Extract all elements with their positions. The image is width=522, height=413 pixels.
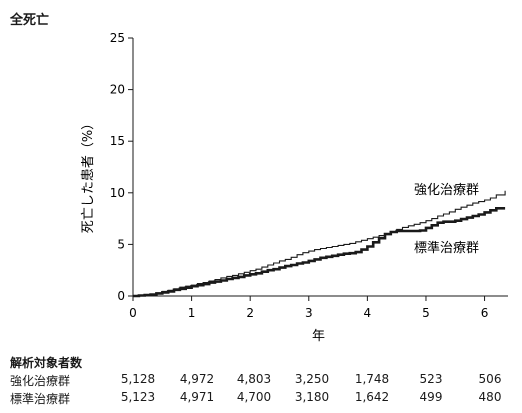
x-tick-label: 2 bbox=[246, 306, 254, 320]
x-tick-label: 4 bbox=[364, 306, 372, 320]
risk-cell: 5,123 bbox=[120, 390, 156, 404]
y-axis-label: 死亡した患者（%） bbox=[81, 117, 96, 233]
series-label-2: 標準治療群 bbox=[414, 240, 479, 256]
risk-cell: 499 bbox=[419, 390, 443, 404]
risk-cell: 3,180 bbox=[294, 390, 330, 404]
risk-cell: 523 bbox=[419, 372, 443, 386]
risk-cell: 3,250 bbox=[294, 372, 330, 386]
series-line-2 bbox=[133, 207, 506, 298]
risk-cell: 1,748 bbox=[354, 372, 390, 386]
x-axis-label: 年 bbox=[312, 329, 325, 344]
risk-row-label: 強化治療群 bbox=[10, 374, 71, 388]
risk-cell: 4,972 bbox=[179, 372, 215, 386]
x-tick-label: 5 bbox=[422, 306, 430, 320]
risk-table-header: 解析対象者数 bbox=[10, 356, 83, 370]
axes bbox=[132, 38, 508, 297]
x-tick-label: 6 bbox=[481, 306, 489, 320]
series-label-1: 強化治療群 bbox=[414, 183, 479, 198]
risk-cell: 480 bbox=[478, 390, 502, 404]
y-tick-label: 5 bbox=[117, 237, 125, 251]
y-tick-label: 10 bbox=[110, 186, 125, 200]
risk-cell: 5,128 bbox=[120, 372, 156, 386]
x-ticks: 0 1 2 3 4 5 6 bbox=[129, 296, 488, 320]
risk-row-label: 標準治療群 bbox=[10, 392, 71, 406]
risk-cell: 4,971 bbox=[179, 390, 215, 404]
y-tick-label: 25 bbox=[110, 31, 125, 45]
risk-cell: 506 bbox=[478, 372, 502, 386]
x-tick-label: 1 bbox=[188, 306, 196, 320]
y-ticks: 0 5 10 15 20 25 bbox=[110, 31, 133, 303]
risk-cell: 4,803 bbox=[236, 372, 272, 386]
risk-cell: 4,700 bbox=[236, 390, 272, 404]
y-tick-label: 20 bbox=[110, 83, 125, 97]
x-tick-label: 3 bbox=[305, 306, 313, 320]
x-tick-label: 0 bbox=[129, 306, 137, 320]
chart-title: 全死亡 bbox=[10, 13, 50, 28]
risk-cell: 1,642 bbox=[354, 390, 390, 404]
y-tick-label: 15 bbox=[110, 134, 125, 148]
y-tick-label: 0 bbox=[117, 289, 125, 303]
